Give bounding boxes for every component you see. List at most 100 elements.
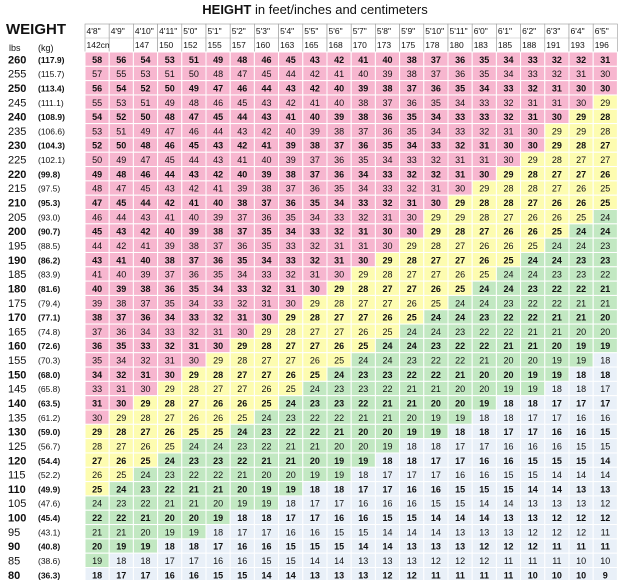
bmi-value: 12 <box>382 570 392 580</box>
bmi-value: 17 <box>140 570 150 580</box>
bmi-value: 23 <box>189 456 199 466</box>
bmi-value: 17 <box>116 570 126 580</box>
chart-title: HEIGHT in feet/inches and centimeters <box>0 2 630 18</box>
weight-lbs-label: 145 <box>8 384 26 396</box>
height-cm-label: 163 <box>280 40 294 50</box>
bmi-value: 36 <box>116 327 126 337</box>
bmi-value: 22 <box>213 470 223 480</box>
bmi-value: 15 <box>286 542 296 552</box>
weight-kg-label: (45.4) <box>38 513 60 523</box>
bmi-value: 17 <box>528 413 538 423</box>
bmi-value: 21 <box>286 441 296 451</box>
bmi-value: 22 <box>92 513 102 523</box>
bmi-value: 19 <box>576 356 586 366</box>
bmi-value: 18 <box>92 570 102 580</box>
bmi-value: 19 <box>431 413 441 423</box>
bmi-value: 42 <box>116 241 126 251</box>
kg-unit-label: (kg) <box>38 43 54 53</box>
bmi-value: 37 <box>140 298 150 308</box>
bmi-value: 22 <box>165 484 175 494</box>
bmi-value: 34 <box>407 141 417 151</box>
bmi-value: 42 <box>140 227 150 237</box>
bmi-value: 12 <box>576 527 586 537</box>
bmi-value: 18 <box>600 370 610 380</box>
weight-lbs-label: 85 <box>8 556 20 568</box>
bmi-value: 29 <box>431 212 441 222</box>
bmi-value: 43 <box>92 255 102 265</box>
bmi-value: 28 <box>479 198 489 208</box>
bmi-value: 35 <box>334 184 344 194</box>
bmi-value: 39 <box>140 270 150 280</box>
bmi-value: 16 <box>213 556 223 566</box>
height-cm-label: 170 <box>353 40 367 50</box>
bmi-value: 26 <box>261 384 271 394</box>
bmi-value: 37 <box>189 255 199 265</box>
bmi-value: 37 <box>310 155 320 165</box>
bmi-value: 23 <box>334 384 344 394</box>
bmi-value: 40 <box>261 155 271 165</box>
bmi-value: 34 <box>140 327 150 337</box>
bmi-value: 12 <box>528 542 538 552</box>
bmi-value: 52 <box>116 112 126 122</box>
bmi-value: 29 <box>140 399 150 409</box>
bmi-value: 31 <box>552 83 562 93</box>
bmi-value: 22 <box>310 413 320 423</box>
bmi-value: 38 <box>140 284 150 294</box>
bmi-value: 21 <box>552 327 562 337</box>
bmi-value: 35 <box>116 341 126 351</box>
bmi-value: 43 <box>286 83 296 93</box>
bmi-value: 11 <box>601 527 610 537</box>
bmi-value: 28 <box>503 198 513 208</box>
bmi-value: 42 <box>286 98 296 108</box>
bmi-value: 41 <box>286 112 296 122</box>
bmi-value: 22 <box>455 341 465 351</box>
bmi-value: 23 <box>600 241 610 251</box>
bmi-value: 25 <box>189 427 199 437</box>
bmi-value: 22 <box>237 456 247 466</box>
bmi-value: 29 <box>334 284 344 294</box>
bmi-value: 48 <box>140 141 150 151</box>
bmi-value: 33 <box>503 83 513 93</box>
bmi-value: 44 <box>165 169 175 179</box>
bmi-value: 29 <box>576 126 586 136</box>
bmi-value: 14 <box>382 527 392 537</box>
bmi-value: 31 <box>92 399 102 409</box>
bmi-value: 26 <box>334 341 344 351</box>
bmi-value: 21 <box>528 341 538 351</box>
bmi-value: 43 <box>261 112 271 122</box>
bmi-value: 30 <box>528 126 538 136</box>
bmi-value: 24 <box>116 484 126 494</box>
bmi-value: 16 <box>576 413 586 423</box>
bmi-value: 15 <box>261 556 271 566</box>
bmi-value: 41 <box>358 55 368 65</box>
weight-kg-label: (59.0) <box>38 427 60 437</box>
bmi-value: 15 <box>334 542 344 552</box>
bmi-value: 36 <box>455 55 465 65</box>
bmi-value: 18 <box>358 470 368 480</box>
bmi-value: 14 <box>479 499 489 509</box>
bmi-value: 47 <box>92 198 102 208</box>
bmi-value: 30 <box>286 298 296 308</box>
bmi-value: 32 <box>528 83 538 93</box>
bmi-value: 29 <box>455 212 465 222</box>
bmi-value: 25 <box>600 198 610 208</box>
bmi-value: 24 <box>528 270 538 280</box>
bmi-value: 33 <box>140 341 150 351</box>
bmi-value: 23 <box>479 313 489 323</box>
bmi-value: 14 <box>431 513 441 523</box>
bmi-value: 15 <box>600 441 610 451</box>
bmi-value: 32 <box>261 284 271 294</box>
bmi-value: 17 <box>576 399 586 409</box>
bmi-value: 51 <box>165 69 175 79</box>
bmi-value: 15 <box>503 484 513 494</box>
bmi-value: 30 <box>431 198 441 208</box>
bmi-value: 18 <box>140 556 150 566</box>
bmi-value: 35 <box>407 126 417 136</box>
bmi-value: 25 <box>334 356 344 366</box>
bmi-value: 22 <box>552 298 562 308</box>
bmi-value: 22 <box>503 327 513 337</box>
bmi-value: 23 <box>552 270 562 280</box>
weight-kg-label: (106.6) <box>38 126 65 136</box>
bmi-value: 28 <box>503 184 513 194</box>
bmi-value: 18 <box>503 413 513 423</box>
